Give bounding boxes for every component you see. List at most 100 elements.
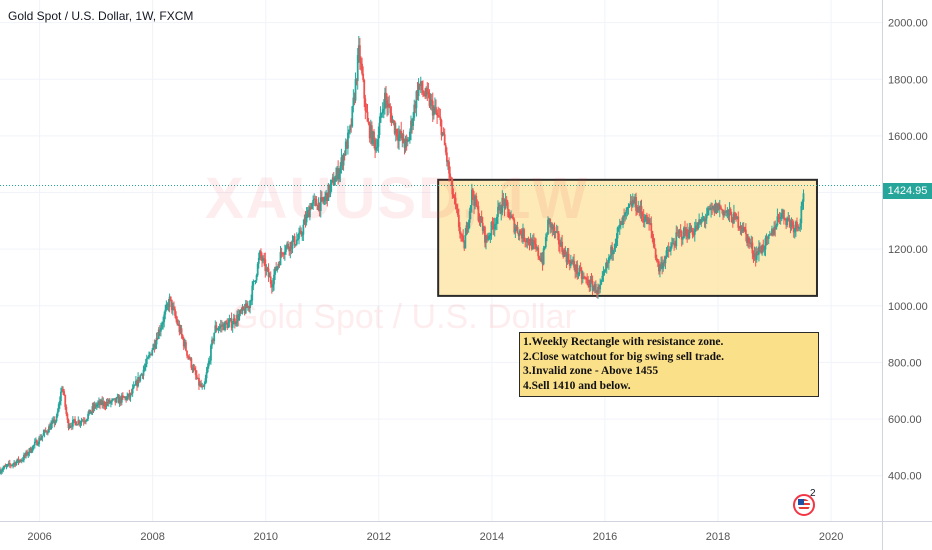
- candle-body: [32, 445, 35, 447]
- candle-body: [776, 216, 779, 226]
- candle-body: [639, 206, 642, 213]
- candle-body: [21, 460, 24, 462]
- candle-body: [415, 91, 418, 109]
- candle-body: [766, 236, 769, 239]
- candle-body: [588, 285, 591, 288]
- candle-body: [402, 134, 405, 144]
- candle-body: [791, 222, 794, 225]
- annotation-box[interactable]: 1.Weekly Rectangle with resistance zone.…: [519, 332, 819, 397]
- candle-body: [591, 281, 594, 291]
- candle-body: [522, 229, 524, 239]
- candle-body: [660, 262, 662, 267]
- candle-body: [729, 208, 732, 215]
- candle-body: [207, 360, 210, 367]
- candle-body: [578, 267, 581, 274]
- candle-body: [245, 303, 248, 309]
- candle-body: [784, 218, 786, 220]
- candle-body: [487, 238, 490, 240]
- candle-body: [472, 189, 474, 198]
- candle-body: [301, 234, 304, 236]
- candle-body: [193, 367, 196, 370]
- candle-body: [585, 277, 587, 279]
- candle-body: [66, 413, 69, 420]
- candle-body: [84, 420, 87, 422]
- candle-body: [291, 240, 294, 249]
- candle-body: [800, 206, 803, 224]
- candle-body: [48, 426, 50, 433]
- candle-body: [449, 173, 452, 178]
- candle-body: [194, 369, 197, 376]
- candle-body: [629, 201, 632, 205]
- candle-body: [7, 463, 10, 465]
- candle-body: [133, 384, 136, 386]
- candle-body: [684, 227, 686, 235]
- candle-body: [343, 154, 346, 156]
- candle-body: [30, 451, 33, 453]
- candle-body: [347, 132, 349, 149]
- candle-body: [6, 464, 9, 466]
- candle-body: [58, 401, 61, 405]
- candle-body: [424, 95, 427, 97]
- candle-body: [310, 206, 312, 209]
- candle-body: [516, 226, 519, 233]
- candle-body: [5, 465, 8, 467]
- x-axis[interactable]: 2006 2008 2010 2012 2014 2016 2018 2020: [27, 531, 843, 543]
- x-tick-label: 2010: [253, 531, 277, 543]
- watermark-name: Gold Spot / U.S. Dollar: [232, 298, 576, 336]
- candle-body: [678, 231, 681, 233]
- candle-body: [155, 337, 158, 345]
- candle-body: [397, 136, 399, 141]
- candle-body: [411, 120, 413, 126]
- candle-body: [226, 322, 229, 329]
- candle-body: [42, 433, 45, 436]
- candle-body: [513, 219, 516, 233]
- candle-body: [252, 281, 255, 286]
- candle-body: [635, 197, 637, 211]
- y-axis[interactable]: 400.00600.00800.001000.001200.001400.001…: [888, 18, 928, 483]
- candle-body: [308, 206, 311, 218]
- candle-body: [203, 383, 206, 387]
- candle-body: [376, 146, 379, 148]
- us-flag-icon[interactable]: [793, 494, 815, 516]
- candle-body: [546, 234, 548, 238]
- candle-body: [714, 203, 717, 213]
- candle-body: [547, 219, 549, 235]
- candle-body: [448, 161, 450, 174]
- candle-body: [601, 275, 604, 281]
- candle-body: [627, 206, 630, 208]
- candle-body: [94, 404, 97, 407]
- candle-body: [158, 329, 161, 332]
- candle-body: [780, 213, 783, 218]
- candle-body: [96, 403, 99, 405]
- candle-body: [551, 223, 554, 230]
- candle-body: [618, 224, 621, 228]
- candle-body: [552, 226, 555, 230]
- candle-body: [289, 242, 292, 252]
- candle-body: [319, 197, 322, 211]
- candle-body: [786, 218, 789, 226]
- candle-body: [189, 358, 192, 360]
- candle-body: [255, 275, 258, 281]
- candle-body: [668, 250, 671, 252]
- candle-body: [23, 454, 25, 461]
- candle-body: [101, 400, 104, 406]
- candle-body: [682, 227, 685, 239]
- candle-body: [407, 140, 410, 142]
- candle-body: [491, 222, 494, 226]
- x-tick-label: 2018: [706, 531, 730, 543]
- candle-body: [139, 375, 142, 381]
- candle-body: [103, 401, 106, 406]
- candle-body: [227, 322, 230, 329]
- candle-body: [64, 395, 67, 407]
- candle-body: [398, 134, 400, 141]
- candle-body: [470, 189, 473, 206]
- candle-body: [164, 309, 167, 315]
- candle-body: [721, 209, 723, 211]
- candle-body: [524, 240, 527, 242]
- candle-body: [426, 88, 429, 92]
- candle-body: [517, 232, 520, 236]
- candle-body: [268, 276, 271, 278]
- candle-body: [218, 326, 221, 329]
- candle-body: [579, 267, 582, 271]
